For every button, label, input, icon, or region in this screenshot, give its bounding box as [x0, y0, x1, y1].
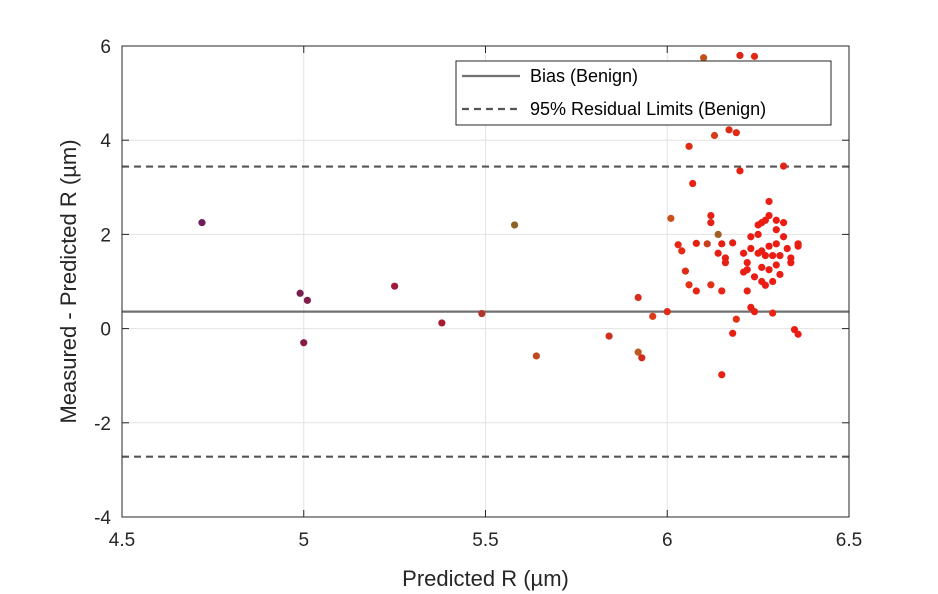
data-point-47	[743, 287, 751, 295]
data-point-46	[743, 266, 751, 274]
x-axis-label: Predicted R (µm)	[402, 566, 569, 591]
data-point-4	[391, 282, 399, 290]
data-point-40	[732, 315, 740, 323]
data-point-19	[685, 142, 693, 150]
data-point-15	[667, 214, 675, 222]
data-point-17	[678, 247, 686, 255]
data-point-16	[674, 241, 682, 249]
data-point-41	[732, 129, 740, 137]
data-point-33	[718, 287, 726, 295]
data-point-71	[769, 251, 777, 260]
data-point-73	[772, 226, 780, 234]
data-point-22	[692, 287, 700, 295]
data-point-49	[747, 244, 755, 253]
data-point-62	[761, 281, 769, 289]
data-point-65	[765, 242, 773, 250]
data-point-50	[747, 233, 755, 241]
data-point-59	[758, 263, 766, 271]
data-point-70	[769, 309, 777, 317]
data-point-75	[772, 240, 780, 248]
data-point-87	[794, 330, 802, 338]
y-tick-label-5: 6	[100, 37, 111, 58]
x-tick-label-3: 6	[662, 530, 673, 551]
data-point-27	[707, 219, 715, 227]
data-point-52	[750, 52, 759, 60]
data-point-14	[663, 308, 671, 316]
data-point-8	[532, 352, 540, 360]
legend-limits-label: 95% Residual Limits (Benign)	[530, 99, 766, 119]
data-point-77	[776, 270, 784, 279]
data-point-1	[296, 289, 304, 297]
data-point-79	[779, 233, 788, 241]
data-point-57	[754, 230, 762, 238]
data-point-13	[649, 312, 657, 320]
data-point-24	[700, 54, 708, 62]
data-point-86	[794, 242, 802, 250]
reference-lines	[122, 165, 849, 458]
data-point-32	[718, 240, 726, 248]
data-point-26	[707, 211, 715, 220]
y-tick-label-3: 2	[100, 225, 111, 246]
axes: 4.5 5 5.5 6 6.5 -4 -2 0 2 4 6	[94, 37, 862, 551]
data-point-31	[714, 230, 722, 238]
data-point-69	[769, 277, 777, 286]
data-point-39	[729, 239, 737, 247]
data-point-45	[739, 249, 748, 257]
data-point-37	[725, 126, 733, 134]
x-tick-label-0: 4.5	[109, 530, 135, 551]
data-point-30	[714, 249, 722, 257]
x-tick-label-2: 5.5	[472, 530, 498, 551]
data-point-7	[510, 221, 519, 229]
data-point-63	[761, 251, 769, 260]
data-point-78	[779, 219, 788, 227]
data-point-67	[765, 211, 773, 220]
data-point-23	[692, 239, 700, 247]
data-point-21	[689, 179, 697, 188]
y-tick-label-2: 0	[100, 320, 111, 341]
y-tick-label-0: -4	[94, 508, 111, 529]
data-point-74	[772, 216, 780, 224]
x-tick-label-1: 5	[298, 530, 309, 551]
data-point-76	[776, 251, 784, 260]
data-point-28	[707, 281, 715, 289]
data-point-43	[736, 167, 744, 175]
data-point-20	[685, 281, 693, 289]
data-point-3	[300, 339, 308, 347]
data-point-18	[681, 267, 690, 275]
data-point-81	[783, 244, 791, 253]
x-tick-label-4: 6.5	[836, 530, 862, 551]
y-tick-label-4: 4	[100, 131, 111, 152]
legend-bias-label: Bias (Benign)	[530, 66, 638, 86]
y-axis-label: Measured - Predicted R (µm)	[56, 139, 81, 423]
data-point-54	[750, 308, 759, 316]
data-point-53	[750, 273, 759, 281]
data-point-2	[303, 296, 311, 304]
data-point-42	[736, 51, 744, 60]
data-point-0	[198, 219, 206, 227]
data-point-5	[438, 319, 446, 327]
data-point-80	[779, 162, 788, 170]
data-point-9	[605, 332, 613, 340]
data-point-10	[634, 293, 642, 302]
legend: Bias (Benign) 95% Residual Limits (Benig…	[455, 60, 832, 126]
y-tick-label-1: -2	[94, 414, 111, 435]
data-point-25	[703, 240, 711, 248]
data-point-34	[718, 371, 726, 379]
data-point-83	[787, 259, 795, 267]
data-point-29	[710, 131, 719, 140]
data-point-66	[765, 266, 773, 274]
data-point-72	[772, 261, 780, 269]
data-point-11	[634, 348, 642, 356]
data-points	[198, 51, 802, 379]
data-point-6	[478, 309, 486, 318]
data-point-36	[721, 254, 730, 262]
data-point-12	[638, 354, 646, 362]
data-point-38	[729, 329, 737, 337]
legend-box	[455, 60, 832, 126]
data-point-68	[765, 197, 773, 206]
data-point-48	[743, 259, 751, 267]
